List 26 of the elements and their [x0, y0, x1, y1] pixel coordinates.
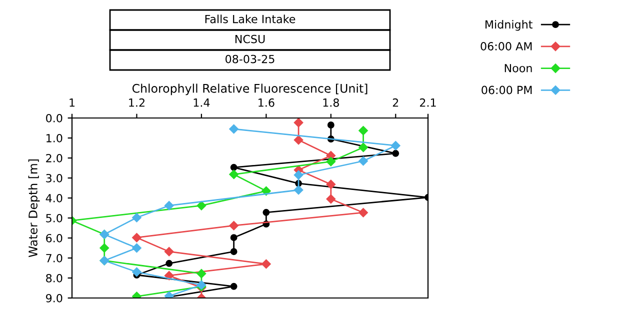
chart-subtitle: NCSU — [235, 34, 265, 44]
x-tick-label: 1.2 — [129, 98, 144, 107]
y-tick-label: 3.0 — [46, 174, 62, 182]
y-tick-label: 0.0 — [46, 114, 62, 122]
y-tick-label: 1.0 — [46, 134, 62, 142]
x-tick-label: 1 — [70, 98, 75, 107]
x-axis-title: Chlorophyll Relative Fluorescence [Unit] — [132, 84, 368, 96]
x-tick-label: 1.6 — [258, 98, 274, 107]
y-tick-label: 9.0 — [46, 294, 62, 302]
x-tick-label: 2 — [392, 98, 398, 107]
x-tick-label: 1.4 — [194, 98, 210, 107]
x-tick-label: 2.1 — [420, 98, 436, 107]
text: 08-03-25 — [226, 54, 274, 64]
legend-label: 06:00 PM — [482, 86, 532, 94]
legend-label: Midnight — [486, 20, 532, 31]
y-tick-label: 2.0 — [46, 154, 62, 162]
legend-label: 06:00 AM — [480, 42, 532, 50]
x-tick-label: 1.8 — [323, 98, 339, 107]
y-tick-label: 8.0 — [46, 274, 62, 282]
y-tick-label: 4.0 — [46, 194, 62, 202]
y-tick-label: 7.0 — [46, 254, 62, 262]
y-tick-label: 6.0 — [46, 234, 62, 242]
y-tick-label: 5.0 — [46, 214, 62, 222]
chart-title: Falls Lake Intake — [205, 14, 296, 24]
y-axis-title: Water Depth [m] — [28, 159, 40, 258]
legend-label: Noon — [504, 64, 532, 72]
